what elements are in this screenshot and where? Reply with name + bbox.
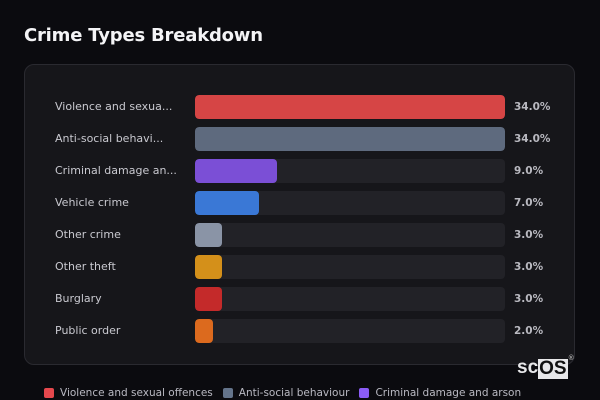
bar[interactable] [195,255,223,279]
bar[interactable] [195,191,259,215]
bar-value: 3.0% [514,261,544,273]
scos-watermark-logo: sc OS ® [517,355,574,379]
bar-value: 9.0% [514,165,544,177]
legend-label: Criminal damage and arson [375,387,522,399]
legend-label: Anti-social behaviour [238,387,350,399]
bar-row: Violence and sexua... 34.0% [25,95,574,119]
bar-row: Anti-social behavi... 34.0% [25,127,574,151]
bar-track [195,95,505,119]
chart-title: Crime Types Breakdown [24,25,263,46]
bar-row: Criminal damage an... 9.0% [25,159,574,183]
bar-track [195,319,505,343]
bar-track [195,159,505,183]
bar-label: Anti-social behavi... [55,132,164,145]
bar-row: Other crime 3.0% [25,223,574,247]
bar-track [195,255,505,279]
bar-row: Public order 2.0% [25,319,574,343]
legend-item[interactable]: Criminal damage and arson [359,387,521,399]
chart-legend: Violence and sexual offences Anti-social… [44,386,521,400]
bar[interactable] [195,319,214,343]
bar-value: 34.0% [514,133,551,145]
bar[interactable] [195,159,278,183]
bar-label: Vehicle crime [55,196,129,209]
bar-label: Criminal damage an... [55,164,177,177]
bar-label: Other crime [55,228,121,241]
legend-item[interactable]: Violence and sexual offences [44,387,213,399]
bar-label: Other theft [55,260,116,273]
bar[interactable] [195,127,505,151]
bar-value: 2.0% [514,325,544,337]
bar[interactable] [195,95,505,119]
watermark-boxed: OS [538,358,568,379]
bar[interactable] [195,223,223,247]
bar-value: 34.0% [514,101,551,113]
bar-value: 3.0% [514,229,544,241]
legend-item[interactable]: Anti-social behaviour [222,387,350,399]
bar-row: Other theft 3.0% [25,255,574,279]
bar-value: 7.0% [514,197,544,209]
bar-label: Burglary [55,292,102,305]
legend-swatch-icon [44,388,54,398]
legend-swatch-icon [359,388,370,398]
bar-row: Vehicle crime 7.0% [25,191,574,215]
bar[interactable] [195,287,223,311]
registered-mark-icon: ® [568,355,574,362]
watermark-prefix: sc [517,357,539,378]
legend-swatch-icon [222,388,233,398]
bar-row: Burglary 3.0% [25,287,574,311]
bar-track [195,191,505,215]
bar-track [195,127,505,151]
chart-card: Violence and sexua... 34.0% Anti-social … [24,64,575,365]
bar-track [195,287,505,311]
bar-label: Violence and sexua... [55,100,173,113]
bar-track [195,223,505,247]
bar-value: 3.0% [514,293,544,305]
bar-label: Public order [55,324,121,337]
legend-label: Violence and sexual offences [60,387,213,399]
